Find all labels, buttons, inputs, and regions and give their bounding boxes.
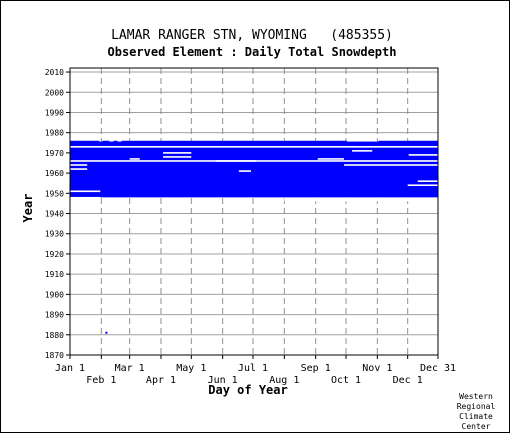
chart-subtitle: Observed Element : Daily Total Snowdepth — [108, 45, 397, 59]
y-tick-label: 1910 — [45, 270, 64, 279]
credit-line: Climate — [459, 412, 493, 421]
y-axis-label: Year — [21, 194, 35, 223]
chart-title: LAMAR RANGER STN, WYOMING (485355) — [111, 28, 393, 43]
x-tick-label: Jul 1 — [238, 363, 268, 374]
data-gap — [163, 156, 192, 158]
data-gap — [70, 190, 101, 193]
data-gap — [407, 184, 438, 187]
data-segment — [378, 140, 438, 143]
credit-line: Western — [459, 392, 493, 401]
y-tick-label: 2000 — [45, 88, 64, 97]
plot-area — [69, 67, 439, 356]
y-tick-label: 1950 — [45, 189, 64, 198]
x-tick-label: Jan 1 — [55, 363, 85, 374]
y-tick-label: 1940 — [45, 210, 64, 219]
y-tick-label: 1920 — [45, 250, 64, 259]
x-tick-label: Sep 1 — [301, 363, 331, 374]
y-axis: 1870 1880 1890 1900 1910 1920 1930 1940 1950 1960… — [45, 68, 70, 360]
x-tick-label: Aug 1 — [269, 375, 299, 386]
data-gap — [343, 164, 438, 166]
x-tick-label: May 1 — [176, 363, 206, 374]
grid-lines — [70, 68, 438, 356]
x-tick-label: Feb 1 — [86, 375, 116, 386]
x-axis: Jan 1 Mar 1 May 1 Jul 1 Sep 1 Nov 1 Dec 31 Feb … — [55, 355, 456, 386]
credit-line: Center — [462, 422, 491, 431]
data-segment — [102, 140, 110, 143]
data-gap — [408, 154, 438, 156]
y-tick-label: 1870 — [45, 351, 64, 360]
x-tick-label: Apr 1 — [146, 375, 176, 386]
data-gap — [70, 168, 88, 170]
x-axis-label: Day of Year — [208, 383, 287, 397]
y-tick-label: 1970 — [45, 149, 64, 158]
data-gap — [317, 158, 344, 160]
data-segment — [121, 140, 348, 143]
data-segment — [113, 140, 118, 143]
data-gap — [163, 152, 192, 154]
data-block — [70, 141, 438, 198]
credit-block: Western Regional Climate Center — [457, 392, 496, 431]
y-tick-label: 1880 — [45, 331, 64, 340]
data-gap — [129, 158, 140, 160]
x-tick-label: Mar 1 — [115, 363, 145, 374]
y-tick-label: 1990 — [45, 108, 64, 117]
data-gap — [70, 196, 101, 200]
data-gap — [70, 164, 88, 166]
data-point — [105, 331, 108, 334]
y-tick-label: 1960 — [45, 169, 64, 178]
data-gap — [70, 146, 438, 148]
x-tick-label: Oct 1 — [331, 375, 361, 386]
data-gap — [238, 170, 251, 172]
y-tick-label: 1900 — [45, 290, 64, 299]
x-tick-label: Dec 31 — [420, 363, 456, 374]
y-tick-label: 1930 — [45, 230, 64, 239]
y-tick-label: 1980 — [45, 129, 64, 138]
data-segment — [70, 140, 100, 143]
data-gap — [352, 150, 373, 152]
data-gap — [284, 198, 438, 202]
x-tick-label: Nov 1 — [362, 363, 392, 374]
x-tick-label: Dec 1 — [393, 375, 423, 386]
data-layer — [70, 140, 438, 334]
credit-line: Regional — [457, 402, 496, 411]
y-tick-label: 1890 — [45, 311, 64, 320]
x-tick-label: Jun 1 — [208, 375, 238, 386]
data-gap — [215, 160, 257, 162]
y-tick-label: 2010 — [45, 68, 64, 77]
data-gap — [417, 180, 438, 182]
